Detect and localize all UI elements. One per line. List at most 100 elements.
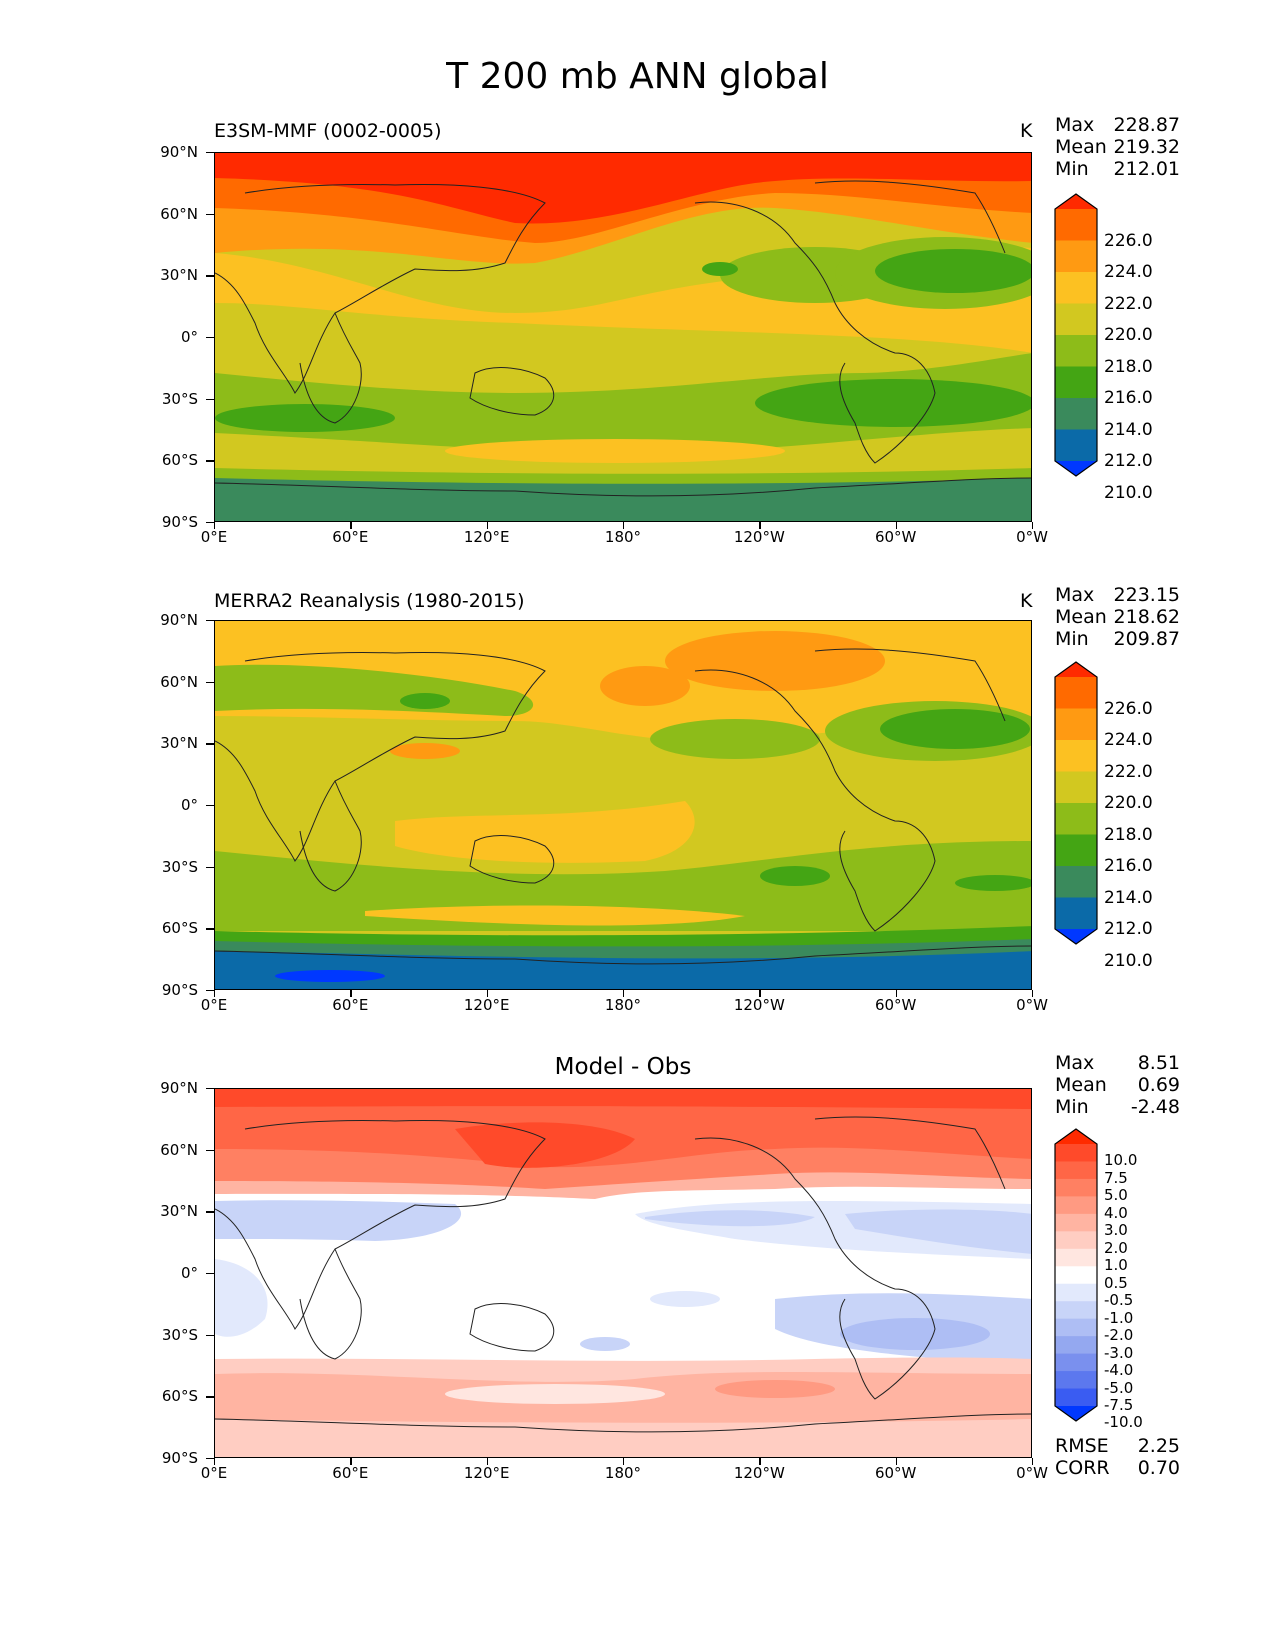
max-value: 223.15 [1113, 584, 1180, 606]
colorbar-tick-label: 0.5 [1104, 1273, 1128, 1292]
x-tick-mark [623, 522, 625, 529]
colorbar-tick-label: -1.0 [1104, 1308, 1134, 1327]
colorbar-extend-min [1055, 929, 1097, 944]
colorbar-tick-label: 224.0 [1104, 730, 1153, 750]
y-tick-mark [206, 1088, 214, 1090]
x-tick-label: 0°W [1016, 528, 1048, 546]
colorbar-tick-label: 10.0 [1104, 1151, 1138, 1170]
colorbar-segment [1055, 240, 1097, 273]
y-tick-mark [206, 1211, 214, 1213]
x-tick-label: 180° [604, 528, 642, 546]
colorbar-segment [1055, 771, 1097, 804]
y-tick-label: 0° [180, 796, 198, 814]
mean-value: 219.32 [1113, 136, 1180, 158]
colorbar-segment [1055, 1336, 1097, 1355]
min-value: 212.01 [1113, 158, 1180, 180]
min-label: Min [1055, 158, 1089, 180]
colorbar-segment [1055, 1301, 1097, 1320]
x-tick-mark [214, 522, 216, 529]
colorbar-tick-label: 220.0 [1104, 793, 1153, 813]
x-tick-label: 60°W [874, 528, 917, 546]
colorbar-tick-label: -4.0 [1104, 1361, 1134, 1380]
colorbar-segment [1055, 677, 1097, 709]
colorbar-segment [1055, 209, 1097, 241]
x-tick-label: 60°W [874, 1464, 917, 1482]
colorbar-segment [1055, 1213, 1097, 1232]
map-plot [214, 152, 1032, 522]
mean-value: 0.69 [1137, 1074, 1180, 1096]
colorbar-segment [1055, 1353, 1097, 1372]
y-tick-mark [206, 928, 214, 930]
corr-value: 0.70 [1137, 1457, 1180, 1479]
units-label: K [1020, 590, 1033, 612]
x-tick-mark [486, 990, 489, 997]
x-tick-mark [895, 1458, 898, 1465]
y-tick-label: 90°N [160, 143, 198, 161]
colorbar-segment [1055, 366, 1097, 399]
x-tick-mark [759, 990, 761, 997]
colorbar-tick-label: 7.5 [1104, 1168, 1128, 1187]
colorbar-segment [1055, 429, 1097, 462]
colorbar-tick-label: -7.5 [1104, 1396, 1134, 1414]
x-tick-mark [623, 990, 625, 997]
max-value: 228.87 [1113, 114, 1180, 136]
colorbar-tick-label: 216.0 [1104, 388, 1153, 408]
y-tick-mark [206, 1149, 214, 1152]
colorbar-tick-label: 212.0 [1104, 451, 1153, 471]
colorbar-segment [1055, 708, 1097, 741]
y-tick-mark [206, 522, 214, 524]
colorbar-segment [1055, 897, 1097, 930]
colorbar-tick-label: 1.0 [1104, 1256, 1128, 1275]
y-tick-mark [206, 990, 214, 992]
colorbar-segment [1055, 1248, 1097, 1267]
corr-label: CORR [1055, 1457, 1110, 1479]
colorbar-segment [1055, 1196, 1097, 1215]
colorbar-segment [1055, 740, 1097, 772]
colorbar-segment [1055, 1371, 1097, 1390]
x-tick-mark [895, 522, 898, 529]
x-tick-label: 60°E [332, 996, 369, 1014]
colorbar-tick-label: 212.0 [1104, 919, 1153, 939]
max-label: Max [1055, 1052, 1095, 1074]
y-tick-label: 60°N [160, 1140, 198, 1159]
contour-field [215, 621, 1031, 989]
mean-label: Mean [1055, 1074, 1107, 1096]
y-tick-label: 0° [180, 1264, 198, 1282]
colorbar-tick-label: 222.0 [1104, 293, 1153, 314]
colorbar-tick-label: -5.0 [1104, 1378, 1134, 1397]
colorbar-tick-label: -3.0 [1104, 1343, 1134, 1362]
colorbar-tick-label: 2.0 [1104, 1238, 1128, 1257]
colorbar-segment [1055, 335, 1097, 367]
figure-title: T 200 mb ANN global [446, 56, 829, 97]
colorbar-segment [1055, 834, 1097, 867]
x-tick-label: 120°W [733, 528, 785, 546]
y-tick-label: 30°S [161, 389, 198, 408]
colorbar-tick-label: 4.0 [1104, 1203, 1128, 1222]
y-tick-mark [206, 805, 214, 807]
colorbar-tick-label: 214.0 [1104, 419, 1153, 440]
colorbar-segment [1055, 1388, 1097, 1407]
colorbar-tick-label: -10.0 [1104, 1413, 1143, 1432]
x-tick-mark [350, 990, 352, 997]
x-tick-label: 120°E [463, 528, 510, 546]
y-tick-label: 90°N [160, 611, 198, 629]
colorbar-segment [1055, 398, 1097, 430]
colorbar-extend-max [1055, 1129, 1097, 1144]
x-tick-label: 0°E [200, 528, 228, 546]
panel-title: Model - Obs [554, 1054, 692, 1080]
colorbar-segment [1055, 1178, 1097, 1197]
y-tick-mark [206, 152, 214, 154]
max-label: Max [1055, 584, 1095, 606]
colorbar-segment [1055, 1266, 1097, 1285]
colorbar-tick-label: 226.0 [1104, 230, 1153, 251]
y-tick-mark [206, 1458, 214, 1460]
colorbar-tick-label: 210.0 [1104, 950, 1153, 971]
contour-field [215, 1089, 1031, 1457]
colorbar-tick-label: 222.0 [1104, 761, 1153, 782]
colorbar-extend-min [1055, 461, 1097, 476]
x-tick-mark [486, 522, 489, 529]
colorbar-tick-label: 226.0 [1104, 698, 1153, 719]
x-tick-label: 120°W [733, 1464, 785, 1482]
x-tick-mark [895, 990, 898, 997]
y-tick-mark [206, 1334, 214, 1337]
